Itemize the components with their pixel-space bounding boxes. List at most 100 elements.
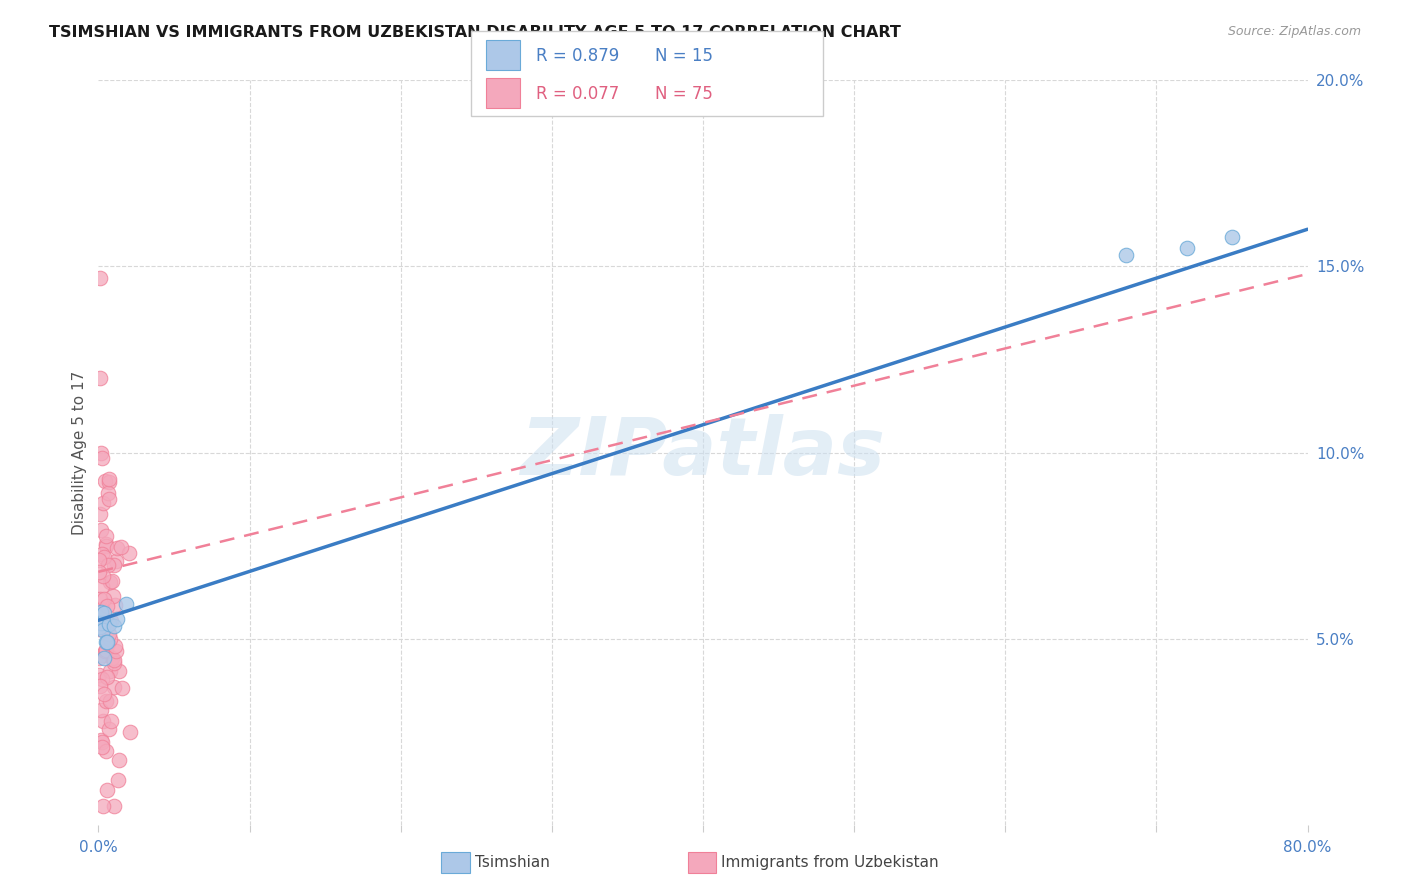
Point	[89, 270, 111, 285]
Point	[91, 548, 114, 562]
Point	[89, 566, 111, 580]
Point	[118, 546, 141, 560]
Point	[91, 450, 114, 465]
Point	[87, 622, 110, 636]
Point	[90, 524, 112, 538]
Point	[103, 656, 125, 670]
Point	[89, 650, 111, 665]
Point	[94, 744, 117, 758]
Point	[120, 725, 142, 739]
Point	[98, 492, 121, 507]
Point	[1175, 241, 1198, 255]
Point	[101, 574, 124, 588]
Point	[91, 739, 114, 754]
Point	[98, 616, 121, 631]
Point	[98, 472, 121, 486]
Point	[98, 693, 121, 707]
Point	[94, 643, 117, 657]
Point	[97, 475, 120, 490]
Point	[94, 539, 117, 553]
Point	[108, 753, 131, 767]
Point	[98, 722, 121, 736]
Y-axis label: Disability Age 5 to 17: Disability Age 5 to 17	[72, 370, 87, 535]
Point	[96, 782, 118, 797]
Text: Source: ZipAtlas.com: Source: ZipAtlas.com	[1227, 25, 1361, 38]
Point	[1115, 248, 1137, 262]
Point	[103, 599, 125, 613]
Point	[94, 644, 117, 658]
Point	[97, 558, 120, 573]
Point	[91, 799, 114, 814]
Point	[100, 574, 122, 589]
Point	[90, 648, 112, 663]
Text: N = 15: N = 15	[655, 46, 713, 65]
Point	[97, 636, 120, 650]
Point	[96, 599, 118, 614]
Point	[103, 680, 125, 694]
Point	[105, 612, 128, 626]
Point	[94, 537, 117, 551]
Point	[93, 688, 115, 702]
Point	[89, 591, 111, 606]
Point	[111, 681, 134, 695]
Point	[93, 550, 115, 565]
Text: TSIMSHIAN VS IMMIGRANTS FROM UZBEKISTAN DISABILITY AGE 5 TO 17 CORRELATION CHART: TSIMSHIAN VS IMMIGRANTS FROM UZBEKISTAN …	[49, 25, 901, 40]
Point	[93, 606, 115, 620]
Point	[98, 664, 121, 678]
Point	[94, 615, 117, 630]
Point	[90, 579, 112, 593]
Point	[93, 650, 115, 665]
Point	[98, 632, 121, 646]
Point	[103, 558, 125, 573]
Point	[103, 799, 125, 814]
Point	[90, 615, 112, 630]
Point	[94, 694, 117, 708]
Point	[110, 540, 132, 554]
Point	[103, 653, 125, 667]
Point	[103, 619, 125, 633]
Point	[96, 670, 118, 684]
Point	[87, 667, 110, 681]
Text: ZIPatlas: ZIPatlas	[520, 414, 886, 491]
Point	[101, 650, 124, 665]
Text: Tsimshian: Tsimshian	[475, 855, 550, 870]
Point	[107, 664, 129, 678]
Text: N = 75: N = 75	[655, 85, 713, 103]
Text: Immigrants from Uzbekistan: Immigrants from Uzbekistan	[721, 855, 939, 870]
Point	[90, 672, 112, 686]
Point	[97, 486, 120, 500]
Point	[89, 371, 111, 385]
Point	[94, 529, 117, 543]
Point	[90, 445, 112, 460]
Point	[87, 553, 110, 567]
Point	[94, 474, 117, 488]
Point	[100, 714, 122, 728]
Point	[90, 703, 112, 717]
Point	[96, 634, 118, 648]
Point	[90, 605, 112, 619]
Point	[104, 644, 127, 658]
Point	[100, 614, 122, 628]
Point	[114, 597, 136, 611]
Point	[104, 639, 127, 653]
Point	[91, 623, 114, 637]
Point	[91, 496, 114, 510]
Text: R = 0.077: R = 0.077	[536, 85, 619, 103]
Point	[89, 732, 111, 747]
Text: R = 0.879: R = 0.879	[536, 46, 619, 65]
Point	[94, 635, 117, 649]
Point	[107, 773, 129, 788]
Point	[89, 620, 111, 634]
Point	[105, 541, 128, 556]
Point	[90, 735, 112, 749]
Point	[101, 590, 124, 604]
Point	[89, 507, 111, 521]
Point	[93, 568, 115, 582]
Point	[89, 679, 111, 693]
Point	[90, 602, 112, 616]
Point	[97, 626, 120, 640]
Point	[93, 714, 115, 728]
Point	[1220, 229, 1243, 244]
Point	[93, 591, 115, 606]
Point	[105, 554, 128, 568]
